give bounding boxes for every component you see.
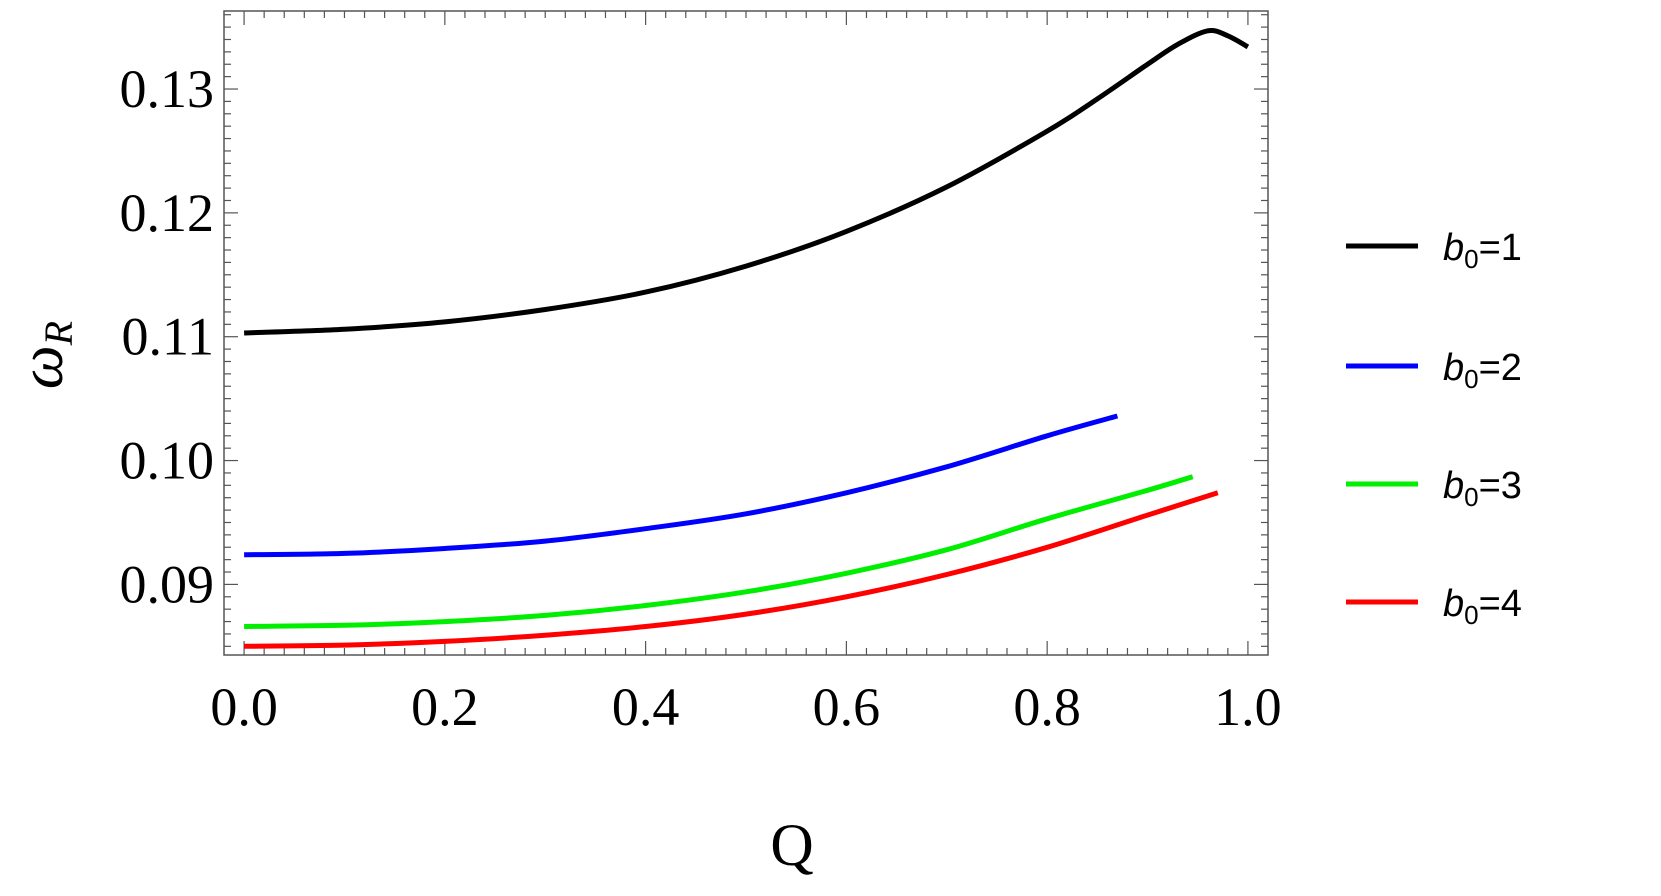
series-line-b0-3 (244, 474, 1194, 629)
legend-label-subscript: 0 (1464, 600, 1478, 630)
x-tick-label: 0.2 (411, 677, 479, 737)
minor-ticks (224, 11, 1268, 655)
legend-label-suffix: =2 (1479, 347, 1522, 389)
x-tick-label: 0.0 (210, 677, 278, 737)
series-line-b0-4 (244, 490, 1219, 649)
legend: b0=1b0=2b0=3b0=4 (1346, 227, 1522, 630)
legend-label-symbol: b (1443, 347, 1464, 389)
y-tick-label: 0.10 (120, 431, 215, 491)
y-tick-label: 0.09 (120, 554, 215, 614)
x-tick-label: 0.6 (813, 677, 881, 737)
x-tick-labels: 0.0 0.2 0.4 0.6 0.8 1.0 (210, 677, 1281, 737)
legend-item-b0-2: b0=2 (1346, 347, 1522, 394)
legend-label: b0=2 (1443, 347, 1522, 394)
legend-label-symbol: b (1443, 465, 1464, 507)
legend-label-subscript: 0 (1464, 244, 1478, 274)
y-tick-label: 0.11 (122, 307, 215, 367)
y-tick-labels: 0.09 0.10 0.11 0.12 0.13 (120, 59, 215, 614)
legend-label: b0=4 (1443, 583, 1522, 630)
legend-label-suffix: =3 (1479, 465, 1522, 507)
x-tick-label: 0.4 (612, 677, 680, 737)
legend-label-subscript: 0 (1464, 364, 1478, 394)
y-tick-label: 0.13 (120, 59, 215, 119)
major-ticks (224, 11, 1268, 655)
x-tick-label: 1.0 (1214, 677, 1282, 737)
x-tick-label: 0.8 (1013, 677, 1081, 737)
legend-item-b0-4: b0=4 (1346, 583, 1522, 630)
legend-label-subscript: 0 (1464, 482, 1478, 512)
legend-label-suffix: =4 (1479, 583, 1522, 625)
legend-item-b0-1: b0=1 (1346, 227, 1522, 274)
series-line-b0-2 (244, 413, 1119, 558)
series-line-b0-1 (244, 28, 1250, 336)
y-tick-label: 0.12 (120, 183, 215, 243)
y-axis-title: ωR (8, 321, 81, 389)
plot-frame (223, 10, 1269, 656)
legend-item-b0-3: b0=3 (1346, 465, 1522, 512)
legend-label: b0=1 (1443, 227, 1522, 274)
legend-label-symbol: b (1443, 583, 1464, 625)
legend-label: b0=3 (1443, 465, 1522, 512)
y-axis-subscript: R (36, 321, 81, 346)
legend-label-suffix: =1 (1479, 227, 1522, 269)
x-axis-title: Q (770, 812, 813, 878)
y-axis-symbol: ω (8, 345, 76, 389)
legend-label-symbol: b (1443, 227, 1464, 269)
series-lines (244, 28, 1250, 649)
